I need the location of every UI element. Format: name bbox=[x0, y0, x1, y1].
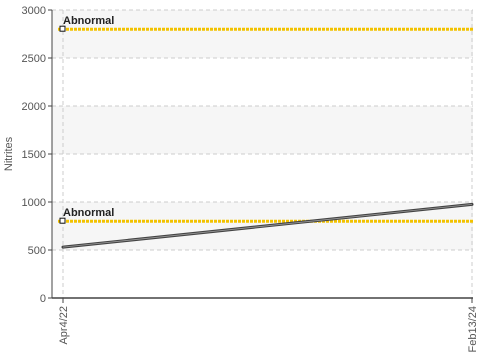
background-band bbox=[52, 106, 473, 154]
background-band bbox=[52, 154, 473, 202]
threshold-marker bbox=[59, 217, 66, 224]
y-axis-label: Nitrites bbox=[3, 136, 15, 171]
threshold-label: Abnormal bbox=[63, 207, 114, 219]
y-tick-label: 0 bbox=[40, 293, 46, 305]
y-tick-label: 3000 bbox=[22, 5, 46, 17]
threshold-label: Abnormal bbox=[63, 15, 114, 27]
y-tick-label: 2500 bbox=[22, 53, 46, 65]
background-band bbox=[52, 10, 473, 58]
grid-lines bbox=[52, 9, 473, 298]
x-axis-ticks: Apr4/22 Feb13/24 bbox=[58, 298, 479, 352]
y-tick-label: 1000 bbox=[22, 197, 46, 209]
background-band bbox=[52, 58, 473, 106]
x-tick-label: Feb13/24 bbox=[467, 306, 479, 352]
y-tick-label: 500 bbox=[28, 245, 46, 257]
y-tick-label: 1500 bbox=[22, 149, 46, 161]
threshold-marker bbox=[59, 25, 66, 32]
y-axis-ticks: 0 500 1000 1500 2000 2500 3000 bbox=[22, 5, 52, 305]
background-bands bbox=[52, 10, 473, 298]
threshold-lines: Abnormal Abnormal bbox=[58, 15, 473, 224]
x-tick-label: Apr4/22 bbox=[58, 306, 70, 345]
series-line-highlight bbox=[62, 204, 473, 248]
background-band bbox=[52, 250, 473, 298]
series-lines bbox=[61, 202, 474, 249]
y-tick-label: 2000 bbox=[22, 101, 46, 113]
